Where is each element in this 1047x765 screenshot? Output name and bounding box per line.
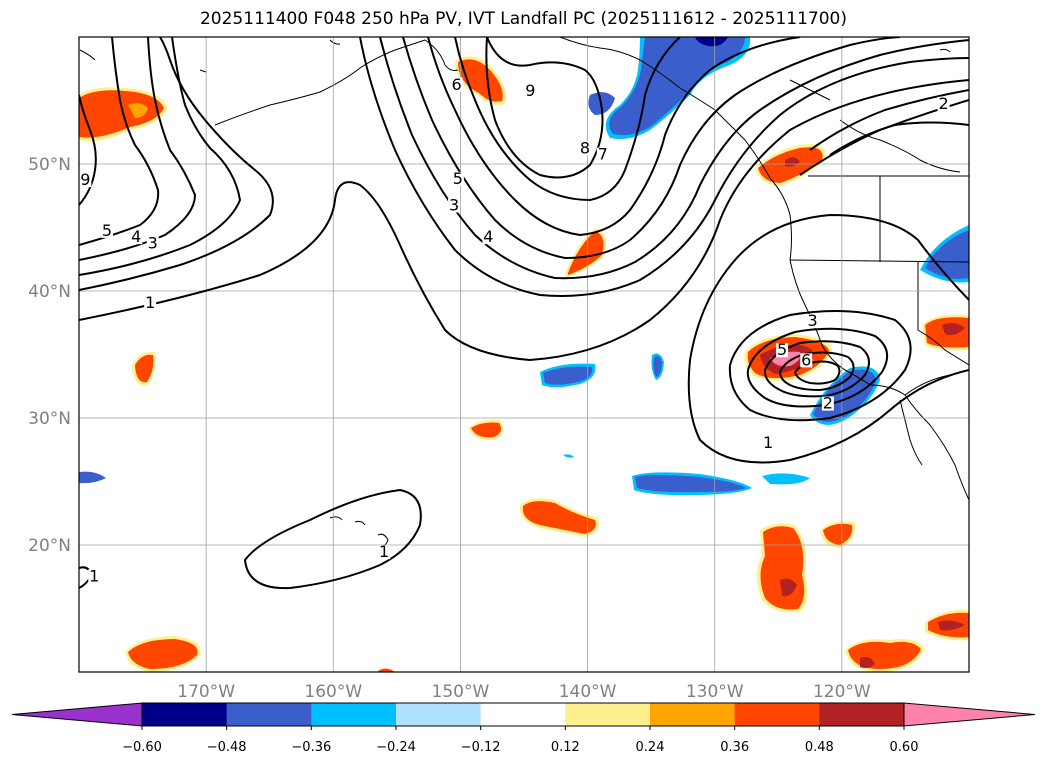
colorbar-tick-label: 0.48 [805, 740, 834, 755]
longitude-labels: 170°W 160°W 150°W 140°W 130°W 120°W [177, 682, 871, 702]
contour-label: 2 [823, 394, 833, 413]
contour-label: 5 [102, 221, 112, 240]
contour-label: 1 [89, 566, 99, 585]
colorbar-extend-high [903, 702, 1036, 727]
colorbar-bin [396, 703, 482, 726]
colorbar-tick-label: 0.36 [720, 740, 749, 755]
contour-label-bg [579, 141, 592, 156]
positive-anomaly-mid [565, 228, 607, 278]
positive-anomaly-south [125, 523, 969, 672]
colorbar-extend-low [11, 702, 143, 727]
colorbar-tick-label: −0.12 [461, 740, 501, 755]
colorbar: −0.60 −0.48 −0.36 −0.24 −0.12 0.12 0.24 0.36 0.4… [11, 702, 1036, 755]
contour-label: 9 [525, 81, 535, 100]
colorbar-bin [142, 703, 228, 726]
lon-label: 140°W [559, 682, 617, 702]
contour-label-bg [450, 77, 463, 92]
contour-label: 3 [148, 234, 158, 253]
contour-label: 7 [598, 145, 608, 164]
lon-label: 170°W [177, 682, 235, 702]
lon-label: 130°W [686, 682, 744, 702]
colorbar-tick-label: −0.36 [291, 740, 331, 755]
latitude-labels: 50°N 40°N 30°N 20°N [28, 155, 71, 556]
negative-anomaly-east [920, 225, 969, 283]
contour-label: 8 [580, 138, 590, 157]
map-title: 2025111400 F048 250 hPa PV, IVT Landfall… [199, 9, 847, 29]
contour-label-bg [100, 223, 113, 238]
colorbar-bin [226, 703, 312, 726]
contour-label: 2 [938, 94, 948, 113]
colorbar-bin [311, 703, 397, 726]
colorbar-bin [480, 703, 566, 726]
colorbar-bin [650, 703, 736, 726]
contour-label-bg [776, 343, 789, 358]
contour-label-bg [378, 545, 391, 560]
lon-label: 120°W [813, 682, 871, 702]
contour-label: 3 [808, 311, 818, 330]
positive-anomaly-gulf [455, 56, 507, 105]
contour-label: 6 [801, 350, 811, 369]
contour-label-bg [79, 173, 92, 188]
contour-label-bg [821, 396, 834, 411]
colorbar-tick-label: −0.60 [122, 740, 162, 755]
colorbar-bin [565, 703, 651, 726]
contour-label-bg [762, 435, 775, 450]
contour-label-bg [130, 230, 143, 245]
contour-label-bg [448, 198, 461, 213]
colorbar-bin [734, 703, 820, 726]
colorbar-tick-label: −0.48 [207, 740, 247, 755]
contour-label: 4 [131, 227, 141, 246]
contour-label: 9 [80, 170, 90, 189]
contour-label-bg [596, 147, 609, 162]
lon-label: 160°W [304, 682, 362, 702]
ivt-shading [79, 37, 969, 672]
lat-label: 50°N [28, 155, 71, 175]
contour-label-bg [524, 84, 537, 99]
lat-label: 30°N [28, 409, 71, 429]
map-frame [78, 36, 970, 673]
contour-label: 4 [483, 227, 493, 246]
negative-anomaly-small [79, 353, 810, 496]
contour-label: 1 [763, 433, 773, 452]
contour-label-bg [937, 96, 950, 111]
contour-label: 1 [145, 293, 155, 312]
contour-label: 5 [453, 169, 463, 188]
colorbar-bin [819, 703, 905, 726]
colorbar-tick-label: −0.24 [376, 740, 416, 755]
contour-label: 5 [777, 340, 787, 359]
lon-label: 150°W [432, 682, 490, 702]
contour-label: 1 [379, 542, 389, 561]
lat-label: 20°N [28, 536, 71, 556]
contour-label-bg [482, 230, 495, 245]
colorbar-tick-label: 0.24 [636, 740, 665, 755]
contour-label: 3 [449, 195, 459, 214]
contour-label-bg [144, 296, 157, 311]
contour-label-bg [146, 236, 159, 251]
contour-label-bg [88, 569, 101, 584]
positive-anomaly-small [132, 351, 856, 548]
lat-label: 40°N [28, 282, 71, 302]
colorbar-tick-label: 0.12 [551, 740, 580, 755]
colorbar-frame [141, 702, 905, 727]
contour-label-bg [806, 314, 819, 329]
contour-label-bg [800, 353, 813, 368]
positive-anomaly-east [922, 314, 969, 351]
colorbar-tick-label: 0.60 [890, 740, 919, 755]
contour-label: 6 [452, 75, 462, 94]
contour-label-bg [451, 171, 464, 186]
